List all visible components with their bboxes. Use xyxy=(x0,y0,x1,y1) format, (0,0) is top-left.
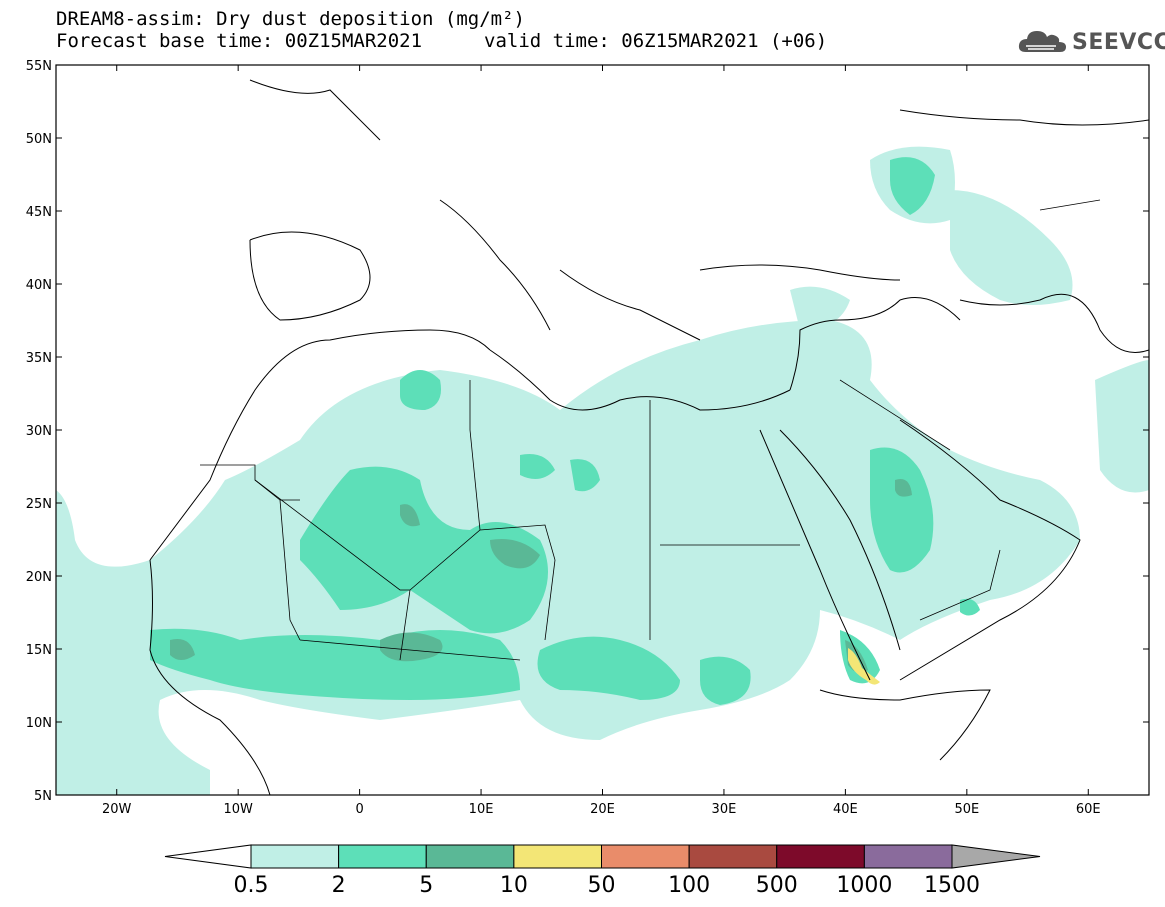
lat-tick-label: 15N xyxy=(26,643,52,658)
colorbar-label: 100 xyxy=(668,873,710,898)
colorbar-label: 0.5 xyxy=(234,873,269,898)
lat-tick-label: 50N xyxy=(26,132,52,147)
logo-text: SEEVCCC xyxy=(1072,30,1165,55)
colorbar-swatch xyxy=(688,844,778,869)
lon-tick-label: 10W xyxy=(223,802,253,817)
map-title: DREAM8-assim: Dry dust deposition (mg/m²… xyxy=(56,8,525,30)
forecast-base-time: Forecast base time: 00Z15MAR2021 xyxy=(56,30,423,52)
colorbar-label: 500 xyxy=(756,873,798,898)
colorbar-label: 1000 xyxy=(836,873,892,898)
lon-tick-label: 40E xyxy=(833,802,858,817)
lat-tick-label: 45N xyxy=(26,205,52,220)
colorbar-label: 2 xyxy=(332,873,346,898)
colorbar-label: 10 xyxy=(500,873,528,898)
colorbar-label: 5 xyxy=(419,873,433,898)
country-borders xyxy=(200,199,1101,661)
colorbar-swatch xyxy=(513,844,602,869)
lon-tick-label: 30E xyxy=(712,802,737,817)
lon-tick-label: 20E xyxy=(590,802,615,817)
lon-tick-label: 10E xyxy=(469,802,494,817)
cloud-icon xyxy=(1018,31,1066,52)
lat-tick-label: 30N xyxy=(26,424,52,439)
dust-contours xyxy=(56,146,1149,795)
coastlines xyxy=(149,79,1149,795)
lat-tick-label: 20N xyxy=(26,570,52,585)
colorbar-swatch xyxy=(776,844,865,869)
colorbar-over-arrow xyxy=(951,844,1041,869)
longitude-axis: 20W 10W 0 10E 20E 30E 40E 50E 60E xyxy=(102,65,1101,817)
latitude-axis: 55N 50N 45N 40N 35N 30N 25N 20N 15N 10N 5N xyxy=(26,59,1149,804)
colorbar: 0.5 2 5 10 50 100 500 1000 1500 xyxy=(164,844,1041,898)
lon-tick-label: 50E xyxy=(954,802,979,817)
lon-tick-label: 60E xyxy=(1076,802,1101,817)
valid-time: valid time: 06Z15MAR2021 (+06) xyxy=(484,30,828,52)
colorbar-swatch xyxy=(425,844,515,869)
colorbar-swatch xyxy=(863,844,953,869)
seevccc-logo: SEEVCCC xyxy=(1016,26,1165,58)
lat-tick-label: 10N xyxy=(26,716,52,731)
lat-tick-label: 35N xyxy=(26,351,52,366)
colorbar-label: 50 xyxy=(588,873,616,898)
lat-tick-label: 25N xyxy=(26,497,52,512)
lon-tick-label: 20W xyxy=(102,802,132,817)
lat-tick-label: 5N xyxy=(34,789,52,804)
lon-tick-label: 0 xyxy=(355,802,363,817)
contour-level-4 xyxy=(848,648,880,685)
colorbar-label: 1500 xyxy=(924,873,980,898)
colorbar-under-arrow xyxy=(164,844,252,869)
lat-tick-label: 40N xyxy=(26,278,52,293)
colorbar-swatch xyxy=(250,844,340,869)
colorbar-swatch xyxy=(338,844,427,869)
colorbar-swatch xyxy=(601,844,690,869)
lat-tick-label: 55N xyxy=(26,59,52,74)
